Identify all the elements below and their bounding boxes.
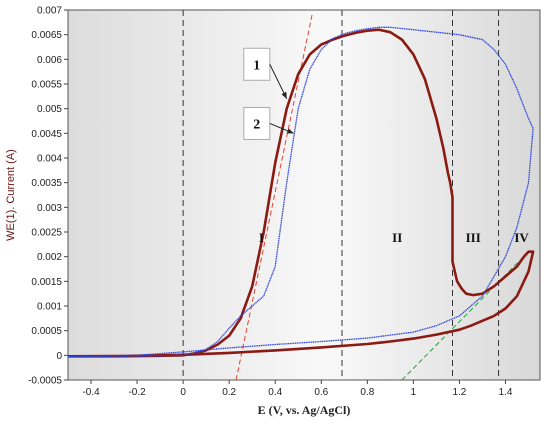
series-line xyxy=(68,28,535,358)
y-tick-label: 0.0055 xyxy=(31,80,62,91)
tangent-lines xyxy=(235,14,529,380)
y-tick-label: 0.0045 xyxy=(31,129,62,140)
y-axis-title: WE(1). Current (A) xyxy=(5,149,17,241)
region-label: II xyxy=(392,230,402,245)
region-label: III xyxy=(466,230,481,245)
x-tick-label: 1 xyxy=(411,387,417,398)
x-tick-label: 0 xyxy=(180,387,186,398)
y-tick-label: 0.003 xyxy=(37,203,62,214)
data-series xyxy=(68,26,535,358)
x-tick-label: 0.4 xyxy=(268,387,282,398)
region-labels: I II III IV xyxy=(259,230,530,245)
y-tick-label: 0.001 xyxy=(37,302,62,313)
x-tick-label: 1.4 xyxy=(499,387,513,398)
y-tick-label: 0.0025 xyxy=(31,228,62,239)
axis-ticks: -0.4 -0.2 0 0.2 0.4 0.6 0.8 1 1.2 1.4 -0.0005 0 0.00… xyxy=(28,6,513,399)
y-tick-label: 0.0035 xyxy=(31,178,62,189)
tangent-line xyxy=(401,251,529,380)
y-tick-label: 0.006 xyxy=(37,55,62,66)
callout-box xyxy=(243,47,271,81)
y-tick-label: 0.0005 xyxy=(31,326,62,337)
tangent-line xyxy=(235,14,313,380)
plot-area xyxy=(67,9,541,381)
x-tick-label: 1.2 xyxy=(452,387,466,398)
x-tick-label: 0.8 xyxy=(360,387,374,398)
callouts: 12 xyxy=(243,47,294,140)
x-axis-title: E (V, vs. Ag/AgCl) xyxy=(258,403,351,417)
y-tick-label: 0.0015 xyxy=(31,277,62,288)
region-label: IV xyxy=(514,230,529,245)
y-tick-label: -0.0005 xyxy=(28,376,62,387)
region-label: I xyxy=(259,230,264,245)
callout-arrowhead xyxy=(281,91,287,99)
y-tick-label: 0.007 xyxy=(37,6,62,17)
x-tick-label: 0.2 xyxy=(222,387,236,398)
y-tick-label: 0.0065 xyxy=(31,30,62,41)
callout-arrowhead xyxy=(286,128,294,134)
y-tick-label: 0.002 xyxy=(37,252,62,263)
x-tick-label: -0.2 xyxy=(128,387,146,398)
y-tick-label: 0 xyxy=(56,351,62,362)
x-tick-label: 0.6 xyxy=(314,387,328,398)
y-tick-label: 0.004 xyxy=(37,154,62,165)
callout-label: 2 xyxy=(253,117,260,132)
x-tick-label: -0.4 xyxy=(82,387,100,398)
series-line xyxy=(68,26,534,357)
y-tick-label: 0.005 xyxy=(37,104,62,115)
callout-label: 1 xyxy=(253,58,260,73)
callout-box xyxy=(243,106,271,140)
